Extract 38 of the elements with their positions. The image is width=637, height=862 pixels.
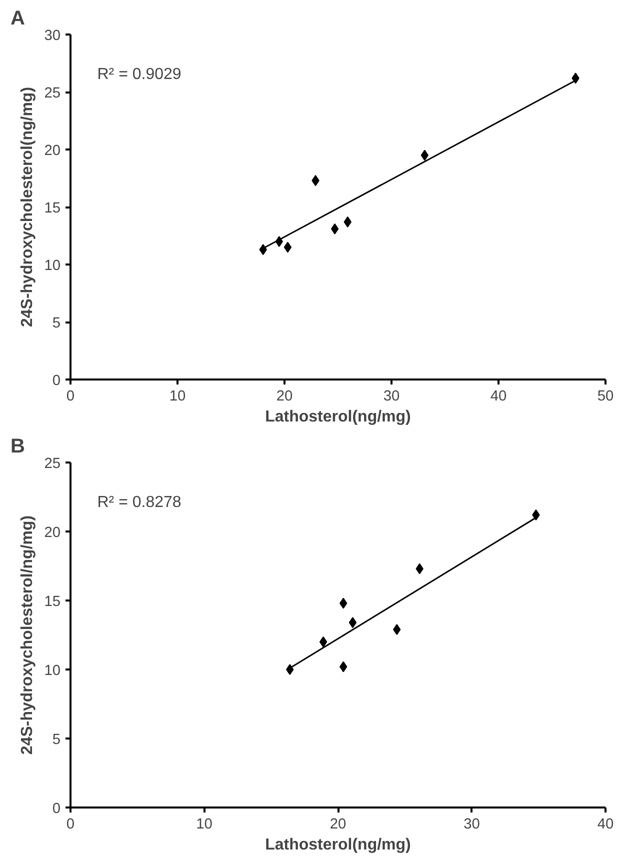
x-tick-label: 30 — [464, 816, 480, 832]
point — [319, 636, 328, 648]
y-tick-label: 0 — [52, 373, 61, 389]
chart-title: A — [10, 8, 25, 30]
y-tick-label: 25 — [44, 86, 61, 102]
x-tick-label: 0 — [66, 816, 75, 832]
x-tick-label: 0 — [66, 388, 75, 404]
y-tick-label: 20 — [44, 525, 61, 541]
annotation: R² = 0.8278 — [97, 494, 182, 511]
x-tick-label: 40 — [597, 816, 614, 832]
chart-title: B — [10, 436, 25, 458]
y-tick-label: 0 — [52, 801, 61, 817]
y-tick-label: 20 — [44, 143, 61, 159]
point — [284, 242, 292, 253]
x-axis-title: Lathosterol(ng/mg) — [265, 408, 411, 426]
point — [420, 150, 429, 161]
y-tick-label: 5 — [52, 316, 61, 332]
y-tick-label: 10 — [44, 663, 61, 679]
point — [286, 664, 294, 675]
y-tick-label: 10 — [44, 258, 61, 274]
y-tick-label: 15 — [44, 594, 61, 610]
x-axis-title: Lathosterol(ng/mg) — [265, 836, 411, 854]
x-tick-label: 10 — [169, 388, 186, 404]
y-tick-label: 25 — [44, 456, 61, 472]
point — [330, 223, 339, 234]
y-tick-label: 5 — [52, 732, 61, 748]
annotation: R² = 0.9029 — [97, 66, 182, 83]
x-tick-label: 20 — [276, 388, 293, 404]
x-tick-label: 50 — [597, 388, 614, 404]
x-tick-label: 40 — [490, 388, 507, 404]
x-tick-label: 10 — [196, 816, 212, 832]
point — [348, 617, 357, 628]
y-axis-title: 24S-hydroxycholesterol/ng/mg) — [19, 515, 36, 755]
x-tick-label: 20 — [330, 816, 346, 832]
y-axis-title: 24S-hydroxycholesterol(ng/mg) — [19, 86, 36, 328]
y-tick-label: 15 — [44, 200, 61, 216]
y-tick-label: 30 — [44, 28, 61, 44]
x-tick-label: 30 — [383, 388, 400, 404]
